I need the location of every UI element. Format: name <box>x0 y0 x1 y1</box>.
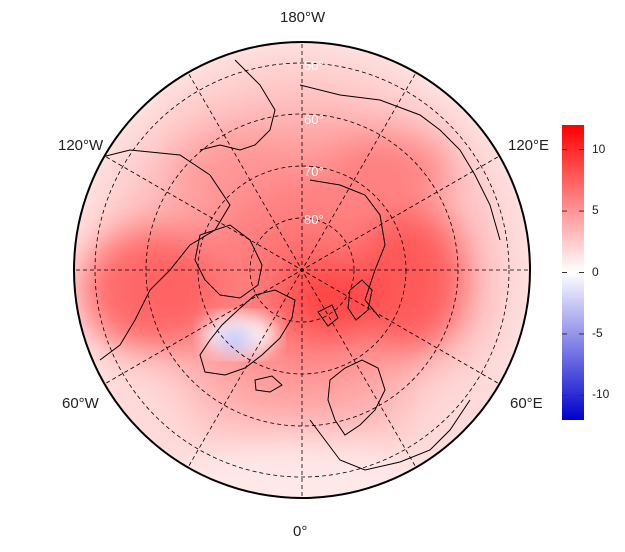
colorbar-tick-label: 5 <box>592 203 599 218</box>
longitude-label-0: 0° <box>293 523 308 540</box>
colorbar-tick-label: -10 <box>592 387 610 402</box>
siberia-north-coast <box>309 179 386 319</box>
scandinavia-outline <box>327 359 386 436</box>
iceland-outline <box>254 375 283 393</box>
meridian-line <box>181 61 423 479</box>
latitude-label-70: 70° <box>304 164 324 179</box>
map-boundary <box>73 41 531 499</box>
europe-coast <box>309 399 471 471</box>
latitude-circle <box>249 217 355 323</box>
latitude-label-50: 50° <box>304 58 324 73</box>
svalbard-outline <box>317 304 339 327</box>
longitude-label-180w: 180°W <box>280 9 326 26</box>
north-america-coast <box>89 149 231 361</box>
latitude-circle <box>94 62 510 478</box>
coastlines <box>89 59 501 471</box>
alaska-coast <box>199 59 276 151</box>
canadian-archipelago-outline <box>194 224 263 299</box>
colorbar-tick-label: 10 <box>592 141 606 156</box>
longitude-label-60w: 60°W <box>62 395 99 412</box>
graticule <box>74 42 530 498</box>
longitude-label-60e: 60°E <box>510 395 543 412</box>
novaya-zemlya-outline <box>347 279 373 321</box>
greenland-outline <box>199 289 296 376</box>
longitude-label-120e: 120°E <box>508 137 550 154</box>
temperature-anomaly-field <box>74 42 530 498</box>
colorbar-tick-label: 0 <box>592 264 599 279</box>
colorbar-ticks <box>562 149 584 396</box>
latitude-label-80: 80° <box>304 212 324 227</box>
longitude-label-120w: 120°W <box>58 137 104 154</box>
colorbar <box>562 125 584 420</box>
siberia-coast <box>299 84 501 241</box>
colorbar-tick-label: -5 <box>592 325 603 340</box>
latitude-label-60: 60° <box>304 112 324 127</box>
